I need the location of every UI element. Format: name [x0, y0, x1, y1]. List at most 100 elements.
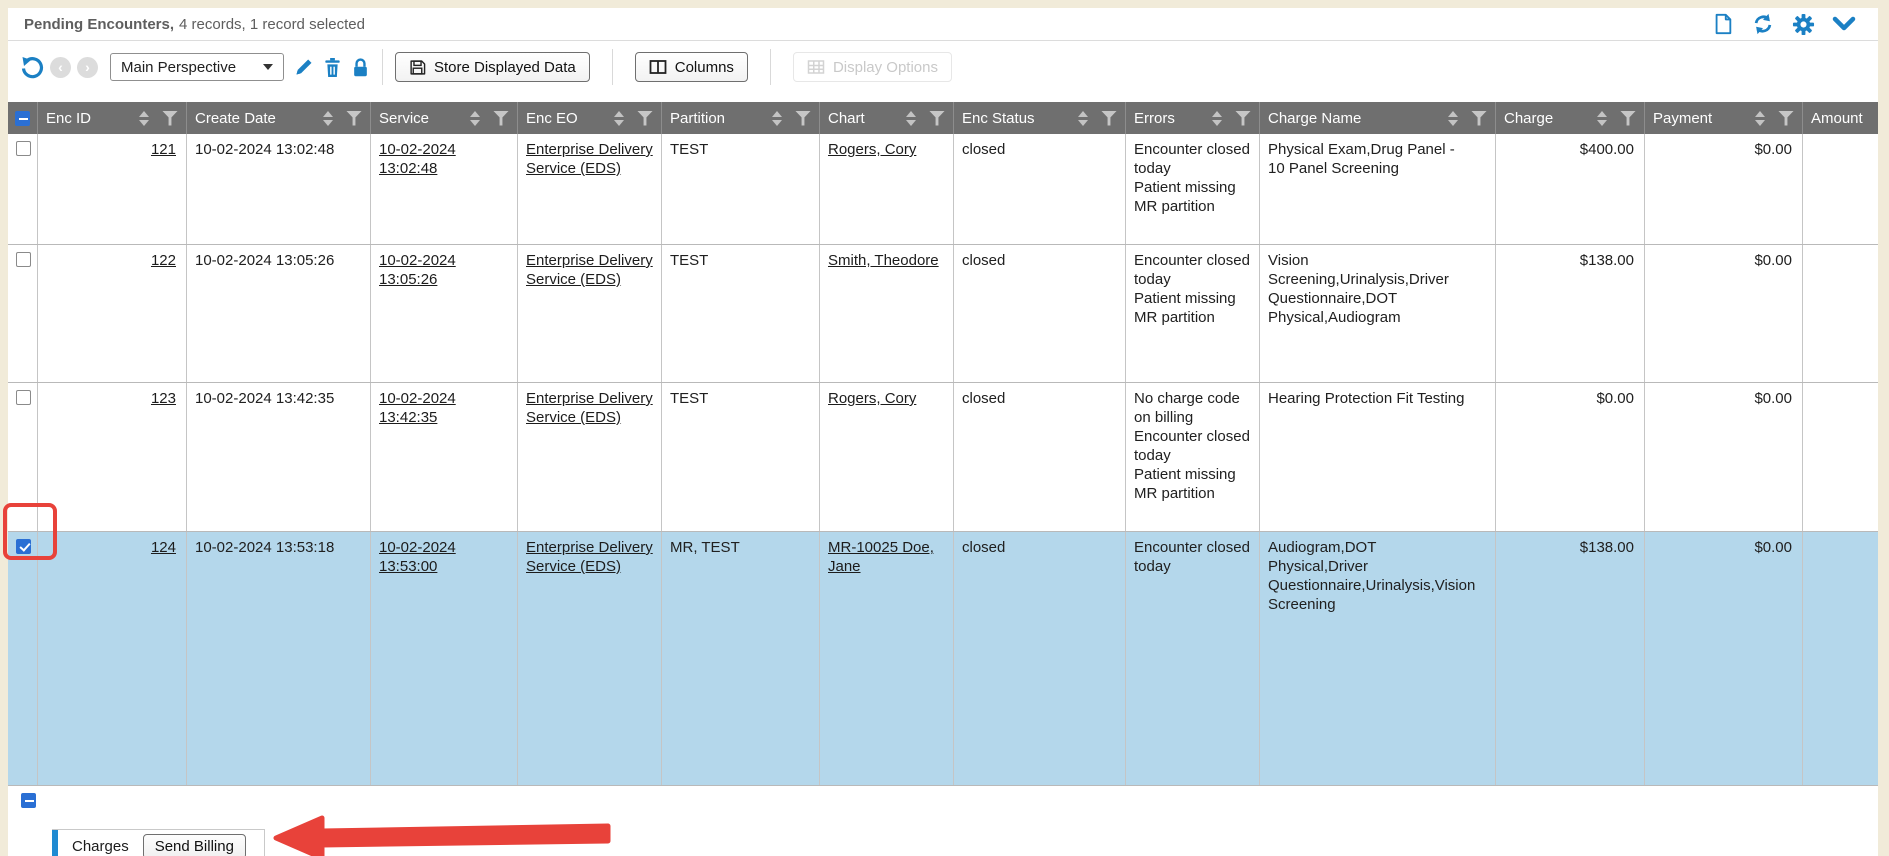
toolbar-separator	[611, 49, 613, 85]
enc-id-link[interactable]: 122	[150, 252, 176, 269]
filter-icon[interactable]	[1471, 110, 1487, 126]
enc-id-link[interactable]: 121	[150, 141, 176, 158]
partition-cell: TEST	[662, 383, 820, 531]
column-header-charge: Charge	[1496, 102, 1645, 134]
sort-icon[interactable]	[1212, 110, 1222, 126]
refresh-icon[interactable]	[1751, 13, 1775, 35]
sort-icon[interactable]	[470, 110, 480, 126]
perspective-select[interactable]: Main Perspective	[110, 53, 284, 81]
sort-icon[interactable]	[1448, 110, 1458, 126]
gear-icon[interactable]	[1792, 13, 1815, 36]
chart-link[interactable]: Smith, Theodore	[828, 252, 939, 269]
filter-icon[interactable]	[1620, 110, 1636, 126]
delete-perspective-button[interactable]	[323, 57, 342, 78]
enc-status-cell: closed	[954, 383, 1126, 531]
column-header-chart: Chart	[820, 102, 954, 134]
title-bar: Pending Encounters, 4 records, 1 record …	[8, 8, 1878, 41]
partition-cell: TEST	[662, 134, 820, 244]
sort-icon[interactable]	[139, 110, 149, 126]
pencil-icon	[296, 59, 312, 75]
amount-cell	[1803, 383, 1878, 531]
service-link[interactable]: 10-02-2024 13:42:35	[379, 390, 456, 426]
amount-cell	[1803, 532, 1878, 785]
enc-eo-link[interactable]: Enterprise Delivery Service (EDS)	[526, 539, 653, 575]
enc-eo-link[interactable]: Enterprise Delivery Service (EDS)	[526, 390, 653, 426]
sort-icon[interactable]	[1755, 110, 1765, 126]
chevron-down-icon[interactable]	[1832, 15, 1856, 33]
sort-icon[interactable]	[906, 110, 916, 126]
sort-icon[interactable]	[323, 110, 333, 126]
row-checkbox[interactable]	[16, 539, 31, 554]
charge-cell: $400.00	[1496, 134, 1645, 244]
chart-link[interactable]: MR-10025 Doe, Jane	[828, 539, 934, 575]
filter-icon[interactable]	[929, 110, 945, 126]
column-header-partition: Partition	[662, 102, 820, 134]
lock-perspective-button[interactable]	[351, 57, 370, 78]
display-options-button[interactable]: Display Options	[792, 52, 952, 82]
charge-name-cell: Hearing Protection Fit Testing	[1260, 383, 1496, 531]
filter-icon[interactable]	[162, 110, 178, 126]
toolbar: ‹ › Main Perspective	[8, 41, 1878, 93]
nav-forward-button[interactable]: ›	[77, 56, 98, 78]
header-checkbox-cell	[8, 102, 38, 134]
enc-id-link[interactable]: 124	[150, 539, 176, 556]
display-options-label: Display Options	[832, 58, 938, 76]
undo-button[interactable]	[20, 55, 44, 79]
sort-icon[interactable]	[614, 110, 624, 126]
sort-icon[interactable]	[1078, 110, 1088, 126]
send-billing-button[interactable]: Send Billing	[142, 833, 246, 856]
columns-label: Columns	[674, 58, 734, 76]
filter-icon[interactable]	[795, 110, 811, 126]
charge-cell: $138.00	[1496, 532, 1645, 785]
page-title: Pending Encounters,	[24, 15, 175, 33]
charge-name-cell: Audiogram,DOT Physical,Driver Questionna…	[1260, 532, 1496, 785]
columns-button[interactable]: Columns	[634, 52, 748, 82]
payment-cell: $0.00	[1645, 383, 1803, 531]
enc-id-link[interactable]: 123	[150, 390, 176, 407]
store-displayed-data-button[interactable]: Store Displayed Data	[395, 52, 590, 82]
charge-name-cell: Physical Exam,Drug Panel - 10 Panel Scre…	[1260, 134, 1496, 244]
column-header-enc-eo: Enc EO	[518, 102, 662, 134]
create-date-cell: 10-02-2024 13:02:48	[187, 134, 371, 244]
filter-icon[interactable]	[346, 110, 362, 126]
footer-select-all-checkbox[interactable]	[21, 793, 36, 808]
enc-status-cell: closed	[954, 134, 1126, 244]
column-header-amount: Amount	[1811, 109, 1863, 127]
errors-cell: Encounter closed today Patient missing M…	[1126, 245, 1260, 382]
column-header-enc-id: Enc ID	[38, 102, 187, 134]
display-options-grid-icon	[807, 60, 825, 74]
nav-back-button[interactable]: ‹	[50, 56, 71, 78]
service-link[interactable]: 10-02-2024 13:53:00	[379, 539, 456, 575]
column-header-service: Service	[371, 102, 518, 134]
row-checkbox[interactable]	[16, 141, 31, 156]
row-checkbox[interactable]	[16, 390, 31, 405]
sort-icon[interactable]	[1597, 110, 1607, 126]
payment-cell: $0.00	[1645, 245, 1803, 382]
new-document-icon[interactable]	[1712, 13, 1734, 35]
filter-icon[interactable]	[1778, 110, 1794, 126]
edit-perspective-button[interactable]	[294, 57, 314, 77]
column-header-enc-status: Enc Status	[954, 102, 1126, 134]
payment-cell: $0.00	[1645, 532, 1803, 785]
sort-icon[interactable]	[772, 110, 782, 126]
enc-eo-link[interactable]: Enterprise Delivery Service (EDS)	[526, 141, 653, 177]
create-date-cell: 10-02-2024 13:53:18	[187, 532, 371, 785]
column-header-charge-name: Charge Name	[1260, 102, 1496, 134]
filter-icon[interactable]	[1101, 110, 1117, 126]
column-header-errors: Errors	[1126, 102, 1260, 134]
undo-icon	[21, 57, 44, 79]
filter-icon[interactable]	[637, 110, 653, 126]
table-row: 123 10-02-2024 13:42:35 10-02-2024 13:42:…	[8, 383, 1878, 532]
enc-eo-link[interactable]: Enterprise Delivery Service (EDS)	[526, 252, 653, 288]
select-all-checkbox[interactable]	[15, 110, 30, 126]
service-link[interactable]: 10-02-2024 13:02:48	[379, 141, 456, 177]
service-link[interactable]: 10-02-2024 13:05:26	[379, 252, 456, 288]
row-checkbox[interactable]	[16, 252, 31, 267]
filter-icon[interactable]	[493, 110, 509, 126]
chart-link[interactable]: Rogers, Cory	[828, 141, 917, 158]
filter-icon[interactable]	[1235, 110, 1251, 126]
charges-panel: Charges Send Billing	[52, 829, 265, 856]
partition-cell: MR, TEST	[662, 532, 820, 785]
charges-label: Charges	[72, 837, 129, 855]
chart-link[interactable]: Rogers, Cory	[828, 390, 917, 407]
